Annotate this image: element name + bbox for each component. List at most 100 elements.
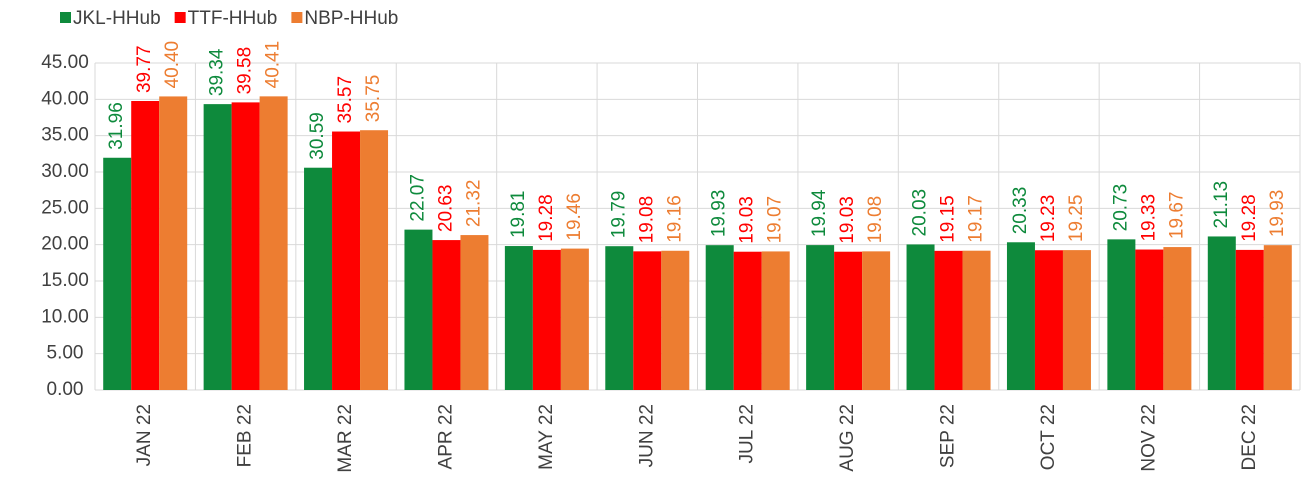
data-label: 20.03 [910, 189, 931, 237]
bar [560, 248, 589, 390]
data-label: 19.03 [737, 196, 758, 244]
x-tick-label: AUG 22 [837, 404, 858, 472]
y-tick-label: 15.00 [41, 270, 89, 291]
bar [1034, 250, 1063, 390]
data-label: 19.81 [508, 191, 529, 239]
y-tick-label: 0.00 [47, 379, 84, 400]
x-tick-label: FEB 22 [235, 404, 256, 467]
bar [962, 250, 991, 390]
y-tick-label: 25.00 [41, 197, 89, 218]
data-label: 19.15 [938, 195, 959, 243]
x-tick-label: SEP 22 [938, 404, 959, 468]
x-tick-label: JUN 22 [636, 404, 657, 467]
data-label: 19.07 [765, 196, 786, 244]
legend-label: TTF-HHub [188, 8, 278, 29]
data-label: 19.93 [1267, 190, 1288, 238]
data-label: 35.57 [335, 76, 356, 124]
data-label: 19.28 [1239, 194, 1260, 242]
bar [332, 131, 361, 391]
data-label: 21.13 [1211, 181, 1232, 229]
data-label: 19.08 [865, 196, 886, 244]
bar [1062, 250, 1091, 390]
data-label: 39.77 [134, 45, 155, 93]
data-label: 19.94 [809, 189, 830, 237]
data-label: 19.67 [1166, 192, 1187, 240]
data-label: 20.73 [1110, 184, 1131, 232]
legend-swatch [60, 12, 71, 23]
data-label: 30.59 [307, 112, 328, 160]
bar [1006, 242, 1035, 390]
bar [761, 251, 790, 390]
data-label: 19.16 [664, 195, 685, 243]
data-label: 31.96 [106, 102, 127, 150]
legend-swatch [174, 12, 186, 23]
bar [934, 250, 963, 390]
bar [906, 244, 935, 390]
bar [404, 229, 433, 390]
x-tick-label: JAN 22 [134, 404, 155, 466]
bar [159, 96, 188, 390]
data-label: 19.28 [536, 194, 557, 242]
y-tick-label: 5.00 [47, 343, 84, 364]
bar [1107, 239, 1136, 390]
bar [1235, 249, 1264, 390]
bar [131, 101, 160, 390]
y-tick-label: 45.00 [41, 52, 89, 73]
data-label: 21.32 [463, 180, 484, 228]
y-tick-label: 20.00 [41, 234, 89, 255]
bar [705, 245, 734, 390]
bar [504, 246, 533, 390]
bar [460, 235, 489, 390]
x-tick-label: DEC 22 [1239, 404, 1260, 471]
bar [103, 157, 132, 390]
data-label: 39.34 [207, 48, 228, 96]
x-tick-label: APR 22 [435, 404, 456, 469]
y-tick-label: 30.00 [41, 161, 89, 182]
data-label: 19.46 [564, 193, 585, 241]
x-tick-label: MAR 22 [335, 404, 356, 473]
y-tick-label: 10.00 [41, 306, 89, 327]
bar [806, 245, 835, 390]
x-tick-label: OCT 22 [1038, 404, 1059, 470]
bar [432, 240, 461, 390]
x-tick-label: JUL 22 [737, 404, 758, 464]
data-label: 40.41 [263, 41, 284, 89]
bar [1163, 247, 1192, 390]
data-label: 19.23 [1038, 195, 1059, 243]
bar [834, 251, 863, 390]
data-label: 39.58 [235, 47, 256, 95]
bar [532, 249, 561, 390]
bar [605, 246, 634, 390]
data-label: 19.93 [709, 190, 730, 238]
bar [1207, 236, 1236, 390]
data-label: 40.40 [162, 41, 183, 89]
bar [661, 250, 690, 390]
bar [733, 251, 762, 390]
data-label: 35.75 [363, 75, 384, 123]
bar [633, 251, 662, 390]
data-label: 22.07 [407, 174, 428, 222]
data-label: 19.33 [1138, 194, 1159, 242]
x-tick-label: MAY 22 [536, 404, 557, 470]
bar [203, 104, 232, 390]
bar [259, 96, 288, 390]
x-tick-label: NOV 22 [1138, 404, 1159, 472]
data-label: 19.79 [608, 191, 629, 239]
legend-label: NBP-HHub [304, 8, 398, 29]
y-tick-label: 40.00 [41, 88, 89, 109]
bar [304, 167, 333, 390]
data-label: 19.25 [1066, 195, 1087, 243]
bar [862, 251, 891, 390]
data-label: 20.63 [435, 185, 456, 233]
bar [360, 130, 389, 390]
legend-swatch [291, 12, 303, 23]
data-label: 19.08 [636, 196, 657, 244]
data-label: 20.33 [1010, 187, 1031, 235]
legend-label: JKL-HHub [73, 8, 161, 29]
bar [1263, 245, 1292, 390]
data-label: 19.17 [966, 195, 987, 243]
y-tick-label: 35.00 [41, 125, 89, 146]
data-label: 19.03 [837, 196, 858, 244]
bar [231, 102, 260, 391]
